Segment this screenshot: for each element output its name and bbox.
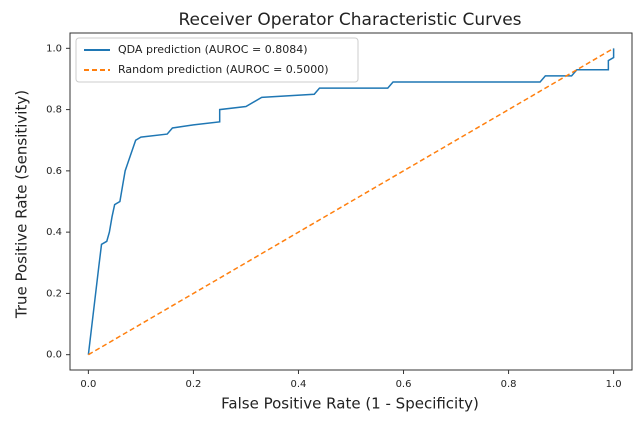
- x-tick-label: 0.2: [185, 379, 201, 390]
- y-tick-label: 0.2: [46, 288, 62, 299]
- y-tick-label: 0.8: [46, 105, 62, 116]
- y-tick-label: 0.0: [46, 350, 62, 361]
- legend-box: [75, 37, 359, 83]
- y-tick-label: 1.0: [46, 43, 62, 54]
- x-tick-label: 0.0: [80, 379, 96, 390]
- legend-label: Random prediction (AUROC = 0.5000): [118, 63, 329, 76]
- chart-title: Receiver Operator Characteristic Curves: [178, 10, 521, 30]
- roc-line: [88, 47, 614, 356]
- x-tick-label: 0.8: [501, 379, 517, 390]
- x-tick-label: 0.4: [291, 379, 307, 390]
- y-axis-label: True Positive Rate (Sensitivity): [13, 90, 31, 319]
- x-axis-label: False Positive Rate (1 - Specificity): [221, 395, 479, 413]
- x-tick-label: 0.6: [396, 379, 412, 390]
- legend-label: QDA prediction (AUROC = 0.8084): [118, 43, 307, 56]
- y-tick-label: 0.4: [46, 227, 62, 238]
- y-tick-label: 0.6: [46, 166, 62, 177]
- x-tick-label: 1.0: [606, 379, 622, 390]
